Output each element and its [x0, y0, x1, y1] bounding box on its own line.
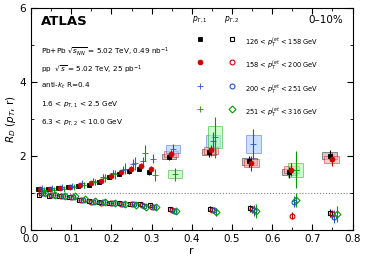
Text: 0–10%: 0–10%: [308, 15, 343, 25]
Bar: [206, 135, 220, 147]
Bar: [168, 170, 182, 178]
Text: 200 < $p_T^{jet}$ < 251 GeV: 200 < $p_T^{jet}$ < 251 GeV: [245, 82, 318, 96]
Bar: [322, 152, 337, 159]
Text: 1.6 < $p_{T,1}$ < 2.5 GeV: 1.6 < $p_{T,1}$ < 2.5 GeV: [41, 99, 118, 109]
Text: 6.3 < $p_{T,2}$ < 10.0 GeV: 6.3 < $p_{T,2}$ < 10.0 GeV: [41, 117, 123, 127]
Y-axis label: $R_D$ ($p_T$, r): $R_D$ ($p_T$, r): [4, 95, 18, 143]
Bar: [164, 151, 178, 157]
Text: $p_{T,1}$: $p_{T,1}$: [192, 14, 208, 24]
Text: anti-$k_t$ R=0.4: anti-$k_t$ R=0.4: [41, 81, 90, 92]
Text: Pb+Pb $\sqrt{s_{NN}}$ = 5.02 TeV, 0.49 nb$^{-1}$: Pb+Pb $\sqrt{s_{NN}}$ = 5.02 TeV, 0.49 n…: [41, 46, 169, 58]
Text: ATLAS: ATLAS: [41, 15, 88, 28]
Bar: [288, 163, 303, 177]
Bar: [246, 135, 261, 153]
X-axis label: r: r: [189, 246, 194, 256]
Text: pp  $\sqrt{s}$ = 5.02 TeV, 25 pb$^{-1}$: pp $\sqrt{s}$ = 5.02 TeV, 25 pb$^{-1}$: [41, 63, 142, 76]
Text: 126 < $p_T^{jet}$ < 158 GeV: 126 < $p_T^{jet}$ < 158 GeV: [245, 36, 318, 49]
Bar: [244, 159, 258, 167]
Bar: [242, 158, 257, 165]
Bar: [162, 154, 176, 159]
Bar: [202, 149, 216, 155]
Text: 158 < $p_T^{jet}$ < 200 GeV: 158 < $p_T^{jet}$ < 200 GeV: [245, 59, 318, 72]
Text: 251 < $p_T^{jet}$ < 316 GeV: 251 < $p_T^{jet}$ < 316 GeV: [245, 106, 318, 119]
Bar: [166, 145, 180, 153]
Bar: [284, 166, 299, 173]
Bar: [282, 170, 297, 175]
Bar: [204, 147, 218, 154]
Text: $p_{T,2}$: $p_{T,2}$: [224, 14, 240, 24]
Bar: [208, 126, 222, 148]
Bar: [324, 156, 339, 163]
